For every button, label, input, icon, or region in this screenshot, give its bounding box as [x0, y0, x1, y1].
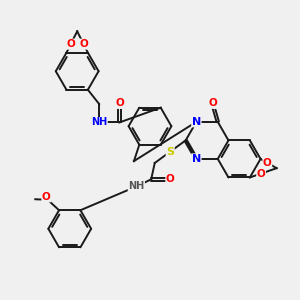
Text: O: O: [66, 39, 75, 49]
Text: O: O: [257, 169, 266, 178]
Text: O: O: [42, 192, 51, 202]
Text: O: O: [209, 98, 218, 108]
Text: N: N: [192, 154, 201, 164]
Text: N: N: [192, 117, 201, 127]
Text: NH: NH: [128, 181, 145, 191]
Text: O: O: [263, 158, 272, 168]
Text: O: O: [166, 174, 175, 184]
Text: O: O: [115, 98, 124, 108]
Text: O: O: [79, 39, 88, 49]
Text: NH: NH: [91, 118, 107, 128]
Text: S: S: [166, 147, 174, 157]
